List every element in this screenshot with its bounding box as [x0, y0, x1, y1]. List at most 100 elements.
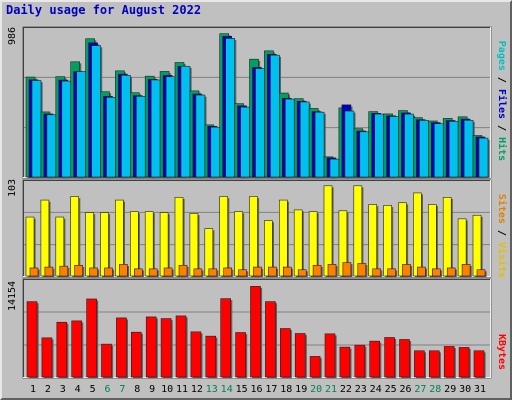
bar-kbytes-day-8	[131, 331, 142, 378]
x-tick-label-day-21: 21	[325, 384, 337, 395]
bar-kbytes-day-25	[384, 337, 395, 378]
bar-sites-day-2	[44, 266, 54, 277]
x-tick-label-day-17: 17	[265, 384, 277, 395]
x-tick-label-day-12: 12	[191, 384, 203, 395]
bar-pages-day-12	[195, 94, 206, 178]
x-tick-label-day-8: 8	[134, 384, 140, 395]
x-tick-label-day-20: 20	[310, 384, 322, 395]
bar-kbytes-day-6	[101, 343, 112, 378]
bar-kbytes-day-21	[324, 333, 336, 378]
bar-kbytes-day-17	[265, 301, 276, 378]
x-tick-label-day-23: 23	[355, 384, 367, 395]
x-tick-label-day-24: 24	[370, 384, 382, 395]
bar-sites-day-28	[431, 268, 441, 277]
bar-pages-day-4	[76, 71, 86, 178]
bar-sites-day-1	[29, 267, 39, 277]
bar-sites-day-14	[223, 267, 232, 277]
bar-kbytes-day-29	[443, 346, 455, 378]
bar-pages-day-15	[240, 106, 250, 178]
bar-kbytes-day-18	[279, 328, 291, 378]
bar-pages-day-9	[150, 79, 161, 178]
bar-kbytes-day-13	[205, 335, 217, 378]
bar-kbytes-day-16	[250, 286, 261, 378]
bar-kbytes-day-27	[414, 350, 425, 378]
bar-visits-day-23	[353, 185, 363, 277]
bar-visits-day-31	[472, 214, 482, 277]
bar-sites-day-21	[327, 264, 337, 277]
bar-pages-day-27	[419, 120, 429, 178]
bar-kbytes-day-7	[116, 317, 127, 378]
x-tick-label-day-29: 29	[444, 384, 456, 395]
x-tick-label-day-14: 14	[221, 384, 233, 395]
bar-visits-day-18	[278, 199, 288, 277]
x-tick-label-day-15: 15	[236, 384, 248, 395]
bar-pages-day-24	[374, 113, 385, 178]
bar-pages-day-17	[270, 54, 280, 178]
bar-kbytes-day-15	[235, 332, 246, 378]
bar-sites-day-7	[119, 264, 128, 277]
bar-pages-day-20	[314, 111, 325, 178]
x-tick-label-day-10: 10	[161, 384, 173, 395]
bar-kbytes-day-9	[145, 316, 157, 378]
bar-kbytes-day-1	[26, 301, 38, 378]
bar-kbytes-day-10	[160, 318, 172, 378]
bar-sites-day-11	[178, 264, 188, 277]
bar-sites-day-12	[193, 268, 203, 277]
bar-kbytes-day-30	[458, 347, 470, 378]
kbytes-ymax-label: 14154	[7, 281, 18, 311]
bar-sites-day-8	[134, 268, 143, 277]
bar-sites-day-24	[372, 268, 382, 277]
hits-files-pages-axis-label-part: Hits	[496, 137, 508, 161]
bar-kbytes-day-22	[339, 346, 351, 378]
hits-files-pages-axis-label-part: Pages	[496, 41, 507, 71]
bar-sites-day-5	[89, 267, 98, 277]
x-tick-label-day-3: 3	[60, 384, 66, 395]
bar-sites-day-31	[476, 269, 486, 277]
bar-kbytes-day-5	[86, 298, 97, 378]
bar-sites-day-9	[148, 268, 158, 277]
bar-sites-day-16	[253, 266, 262, 277]
bar-visits-day-4	[70, 196, 79, 277]
bar-pages-day-31	[478, 137, 489, 178]
bar-sites-day-23	[357, 263, 367, 277]
bar-visits-day-28	[427, 204, 437, 277]
x-tick-label-day-1: 1	[30, 384, 36, 395]
bar-pages-day-25	[389, 116, 399, 178]
bar-pages-day-29	[448, 121, 459, 178]
x-tick-label-day-28: 28	[429, 384, 441, 395]
x-tick-label-day-9: 9	[149, 384, 155, 395]
x-tick-label-day-5: 5	[90, 384, 96, 395]
bar-pages-day-10	[165, 76, 176, 178]
visits-ymax-label: 103	[7, 179, 18, 197]
bar-sites-day-27	[417, 266, 426, 277]
bar-sites-day-22	[342, 262, 352, 277]
hits-files-pages-axis-label-part: Files	[496, 89, 508, 119]
bar-visits-day-12	[189, 213, 199, 277]
bar-kbytes-day-3	[56, 321, 68, 378]
bar-visits-day-24	[368, 204, 378, 277]
bar-visits-day-15	[234, 211, 243, 277]
bar-visits-day-27	[413, 192, 422, 277]
bar-pages-day-7	[121, 75, 131, 178]
bar-sites-day-20	[312, 264, 322, 277]
visits-sites-axis-label-part: /	[496, 224, 507, 242]
bar-pages-day-14	[225, 38, 235, 178]
bar-pages-day-21	[329, 158, 340, 178]
visits-sites-axis-label-part: Visits	[496, 242, 508, 278]
bar-sites-day-18	[282, 266, 292, 277]
kbytes-axis-label-part: KBytes	[496, 334, 507, 370]
bar-visits-day-9	[144, 211, 154, 277]
bar-sites-day-26	[402, 264, 411, 277]
bar-visits-day-1	[25, 216, 35, 277]
bar-pages-day-1	[31, 80, 42, 178]
bar-pages-day-13	[210, 126, 221, 178]
bar-pages-day-28	[433, 123, 444, 178]
bar-visits-day-19	[293, 209, 303, 277]
bar-sites-day-17	[268, 266, 277, 277]
bar-kbytes-day-24	[369, 340, 381, 378]
bar-visits-day-21	[323, 185, 333, 277]
bar-pages-day-8	[136, 96, 146, 178]
bar-pages-day-2	[46, 114, 57, 178]
bar-kbytes-day-26	[399, 339, 410, 378]
x-tick-label-day-16: 16	[250, 384, 262, 395]
